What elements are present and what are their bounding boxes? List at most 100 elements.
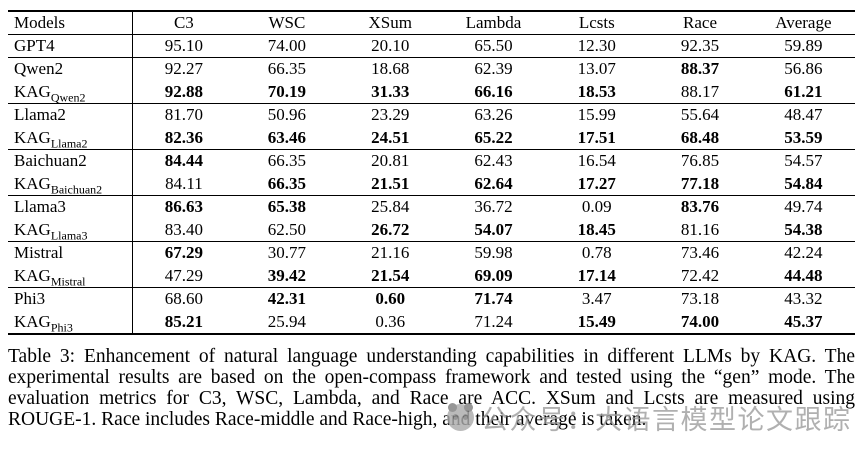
model-base-name: GPT4 [14, 36, 55, 55]
model-name: KAGLlama2 [8, 126, 133, 150]
table-row: Mistral 67.29 30.77 21.16 59.98 0.78 73.46 42.2… [8, 241, 855, 265]
score-cell: 18.68 [371, 59, 410, 79]
score-cell: 92.88 [164, 81, 204, 101]
score-cell: 77.18 [680, 173, 720, 193]
score-cell: 21.51 [371, 173, 410, 193]
model-base-name: KAG [14, 173, 51, 193]
model-subscript: Llama3 [50, 228, 88, 242]
score-cell: 39.42 [267, 265, 307, 285]
score-cell: 0.36 [375, 311, 406, 331]
model-base-name: KAG [14, 311, 51, 331]
model-name: KAGMistral [8, 264, 133, 288]
score-cell: 56.86 [784, 59, 823, 79]
table-row: Baichuan2 84.44 66.35 20.81 62.43 16.54 76.85 5… [8, 149, 855, 173]
model-base-name: Baichuan2 [14, 151, 87, 171]
model-name: KAGBaichuan2 [8, 172, 133, 196]
score-cell: 69.09 [474, 265, 513, 285]
score-cell: 54.38 [784, 219, 823, 239]
score-cell: 54.84 [784, 173, 823, 193]
model-name: KAGLlama3 [8, 218, 133, 242]
model-base-name: Llama3 [14, 197, 66, 217]
model-base-name: KAG [14, 265, 51, 285]
model-subscript: Phi3 [50, 319, 73, 334]
score-cell: 20.81 [371, 151, 410, 171]
score-cell: 61.21 [784, 81, 823, 101]
column-header-wsc: WSC [268, 13, 306, 32]
model-name: Phi3 [8, 287, 133, 311]
score-cell: 36.72 [474, 197, 513, 217]
column-header-models: Models [8, 11, 133, 35]
table-row: Qwen2 92.27 66.35 18.68 62.39 13.07 88.37 56.86 [8, 57, 855, 81]
score-cell: 82.36 [164, 127, 204, 147]
score-cell: 0.09 [581, 197, 612, 217]
score-cell: 15.99 [577, 105, 616, 125]
results-table: Models C3 WSC XSum Lambda Lcsts Race Average GP… [8, 10, 855, 335]
score-cell: 0.60 [375, 289, 406, 309]
score-cell: 50.96 [267, 105, 307, 125]
header-row: Models C3 WSC XSum Lambda Lcsts Race Average [8, 11, 855, 35]
score-cell: 81.16 [680, 219, 720, 239]
score-cell: 88.37 [680, 59, 720, 79]
model-base-name: Mistral [14, 243, 64, 263]
benchmark-results-table: Models C3 WSC XSum Lambda Lcsts Race Average GP… [8, 10, 855, 335]
score-cell: 73.18 [680, 289, 720, 309]
column-header-xsum: XSum [368, 13, 412, 32]
score-cell: 86.63 [164, 197, 204, 217]
score-cell: 42.31 [267, 289, 307, 309]
model-name: KAGQwen2 [8, 80, 133, 104]
model-base-name: KAG [14, 219, 51, 239]
score-cell: 84.44 [164, 151, 204, 171]
score-cell: 88.17 [680, 81, 720, 101]
score-cell: 62.50 [267, 219, 307, 239]
score-cell: 18.45 [577, 219, 616, 239]
score-cell: 12.30 [577, 36, 616, 55]
score-cell: 45.37 [784, 311, 823, 331]
score-cell: 17.51 [577, 127, 616, 147]
model-base-name: Llama2 [14, 105, 66, 125]
score-cell: 26.72 [371, 219, 410, 239]
table-row: KAGBaichuan2 84.11 66.35 21.51 62.64 17.27 77.… [8, 172, 855, 196]
score-cell: 74.00 [267, 36, 307, 55]
score-cell: 55.64 [680, 105, 720, 125]
score-cell: 54.07 [474, 219, 513, 239]
score-cell: 84.11 [165, 173, 203, 193]
score-cell: 71.24 [474, 311, 513, 331]
score-cell: 68.60 [164, 289, 204, 309]
score-cell: 42.24 [784, 243, 823, 263]
score-cell: 63.46 [267, 127, 307, 147]
score-cell: 73.46 [680, 243, 720, 263]
column-header-c3: C3 [173, 13, 194, 32]
score-cell: 71.74 [474, 289, 513, 309]
score-cell: 18.53 [577, 81, 616, 101]
score-cell: 15.49 [577, 311, 616, 331]
model-subscript: Llama2 [50, 136, 88, 150]
score-cell: 49.74 [784, 197, 823, 217]
score-cell: 17.27 [577, 173, 616, 193]
score-cell: 65.38 [267, 197, 307, 217]
score-cell: 20.10 [371, 36, 410, 55]
score-cell: 54.57 [784, 151, 823, 171]
model-name: GPT4 [8, 34, 133, 58]
table-row: GPT4 95.10 74.00 20.10 65.50 12.30 92.35 59.89 [8, 34, 855, 58]
model-name: Llama3 [8, 195, 133, 219]
score-cell: 13.07 [577, 59, 616, 79]
score-cell: 95.10 [164, 36, 204, 55]
score-cell: 48.47 [784, 105, 823, 125]
table-row: KAGLlama2 82.36 63.46 24.51 65.22 17.51 68.48 5… [8, 126, 855, 150]
table-row: KAGPhi3 85.21 25.94 0.36 71.24 15.49 74.00 45.3… [8, 310, 855, 334]
model-base-name: Qwen2 [14, 59, 64, 79]
score-cell: 25.94 [267, 311, 307, 331]
score-cell: 30.77 [267, 243, 307, 263]
table-header: Models C3 WSC XSum Lambda Lcsts Race Average [8, 11, 855, 35]
column-header-lcsts: Lcsts [578, 13, 615, 32]
score-cell: 74.00 [680, 311, 720, 331]
score-cell: 24.51 [371, 127, 410, 147]
score-cell: 21.54 [371, 265, 410, 285]
results-table-body: GPT4 95.10 74.00 20.10 65.50 12.30 92.35 59.89 Q… [8, 34, 855, 334]
score-cell: 44.48 [784, 265, 823, 285]
score-cell: 59.98 [474, 243, 513, 263]
score-cell: 72.42 [680, 265, 720, 285]
model-name: Baichuan2 [8, 149, 133, 173]
score-cell: 83.76 [680, 197, 720, 217]
score-cell: 53.59 [784, 127, 823, 147]
